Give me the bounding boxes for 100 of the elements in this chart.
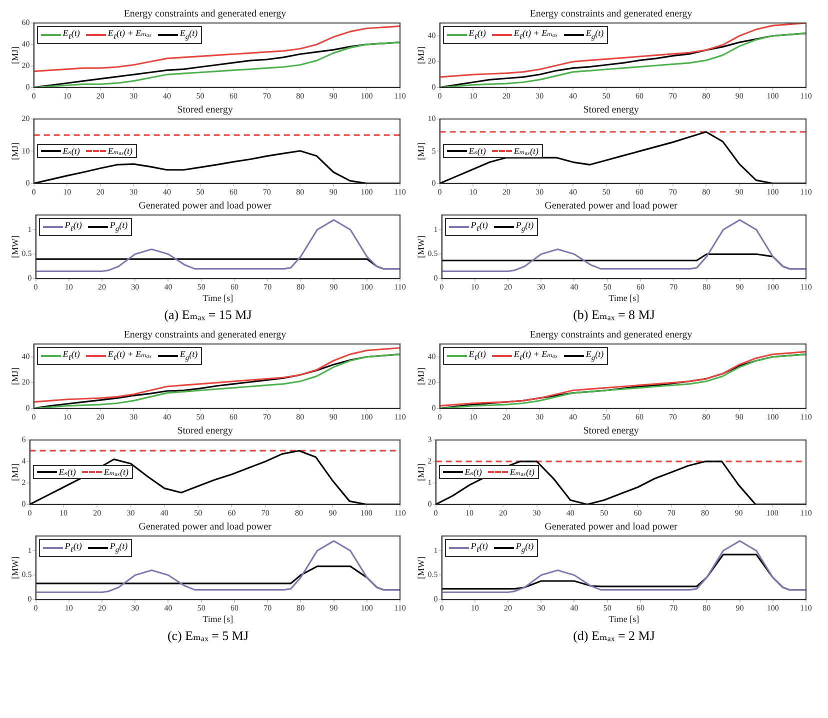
x-tick-label: 50 <box>197 603 206 612</box>
x-tick-label: 40 <box>160 508 168 518</box>
x-tick-label: 60 <box>636 282 644 292</box>
chart-title: Stored energy <box>583 104 639 116</box>
chart-title: Generated power and load power <box>544 200 678 212</box>
legend-label: E$_{ℓ}$(t) <box>468 27 486 43</box>
x-tick-label: 20 <box>96 187 104 196</box>
y-tick-label: 10 <box>428 114 436 124</box>
x-tick-label: 80 <box>296 603 305 612</box>
chart-title: Stored energy <box>177 426 233 437</box>
legend-label: E$_{ℓ}$(t) + Eₘₐₓ <box>514 27 558 43</box>
y-axis-title: [MW] <box>416 236 426 258</box>
y-tick-label: 1 <box>28 224 32 234</box>
x-tick-label: 70 <box>264 282 272 292</box>
x-tick-label: 30 <box>536 91 544 100</box>
y-tick-label: 2 <box>428 456 432 466</box>
x-tick-label: 70 <box>668 187 677 196</box>
x-tick-label: 60 <box>230 91 238 100</box>
legend-label: P$_{g}$(t) <box>110 219 128 235</box>
x-tick-label: 50 <box>600 508 608 518</box>
x-tick-label: 90 <box>736 282 744 292</box>
x-tick-label: 10 <box>63 91 72 100</box>
y-axis-title: [MJ] <box>416 367 426 385</box>
x-tick-label: 50 <box>602 412 610 422</box>
x-tick-label: 50 <box>602 187 610 196</box>
x-tick-label: 60 <box>230 282 238 292</box>
y-axis-title: [MJ] <box>10 367 20 385</box>
legend-label: Eₛ(t) <box>62 145 80 158</box>
y-axis-title: [MJ] <box>10 46 20 64</box>
y-axis-title: [MJ] <box>416 142 426 160</box>
x-tick-label: 10 <box>469 187 478 196</box>
legend-label: Eₘₐₓ(t) <box>510 466 535 478</box>
x-tick-label: 100 <box>766 412 779 422</box>
x-tick-label: 60 <box>230 412 238 422</box>
y-tick-label: 0.5 <box>22 249 32 258</box>
y-tick-label: 0.5 <box>22 570 32 580</box>
x-tick-label: 50 <box>196 412 204 422</box>
legend-label: E$_{g}$(t) <box>586 348 604 364</box>
x-tick-label: 20 <box>502 91 510 100</box>
x-tick-label: 90 <box>734 508 743 518</box>
x-tick-label: 70 <box>670 603 678 612</box>
y-tick-label: 40 <box>428 352 436 361</box>
x-tick-label: 110 <box>394 282 406 292</box>
x-tick-label: 40 <box>162 91 171 100</box>
x-tick-label: 20 <box>93 508 102 518</box>
y-tick-label: 0.5 <box>428 570 438 580</box>
y-tick-label: 20 <box>428 56 436 66</box>
x-tick-label: 100 <box>766 91 779 100</box>
x-tick-label: 70 <box>668 91 677 100</box>
x-tick-label: 40 <box>568 91 577 100</box>
x-tick-label: 70 <box>668 412 677 422</box>
x-tick-label: 80 <box>702 603 711 612</box>
x-tick-label: 30 <box>536 412 544 422</box>
y-tick-label: 0 <box>26 82 30 92</box>
x-tick-label: 10 <box>469 412 478 422</box>
chart-title: Stored energy <box>583 426 639 437</box>
x-tick-label: 100 <box>766 508 778 518</box>
legend-label: P$_{g}$(t) <box>516 219 534 235</box>
x-tick-label: 40 <box>566 508 574 518</box>
chart-title: Generated power and load power <box>138 522 272 533</box>
x-tick-label: 70 <box>667 508 676 518</box>
legend-label: E$_{g}$(t) <box>180 348 198 364</box>
y-axis-title: [MW] <box>416 556 426 580</box>
x-tick-label: 10 <box>59 508 68 518</box>
legend-label: P$_{g}$(t) <box>516 540 534 556</box>
legend-label: P$_{ℓ}$(t) <box>64 540 82 556</box>
x-tick-label: 40 <box>162 187 171 196</box>
x-tick-label: 10 <box>470 603 479 612</box>
x-tick-label: 100 <box>360 91 373 100</box>
x-tick-label: 50 <box>197 282 206 292</box>
x-tick-label: 60 <box>230 187 238 196</box>
y-tick-label: 0.5 <box>428 249 438 258</box>
x-tick-label: 60 <box>228 508 236 518</box>
y-tick-label: 6 <box>22 435 26 444</box>
x-tick-label: 90 <box>329 412 338 422</box>
x-tick-label: 80 <box>702 91 710 100</box>
y-tick-label: 0 <box>28 274 32 283</box>
y-tick-label: 20 <box>428 378 436 387</box>
legend-label: P$_{ℓ}$(t) <box>64 219 82 235</box>
x-tick-label: 20 <box>98 603 106 612</box>
x-tick-label: 10 <box>465 508 474 518</box>
y-tick-label: 0 <box>432 178 436 188</box>
legend-label: P$_{ℓ}$(t) <box>470 540 488 556</box>
chart-title: Energy constraints and generated energy <box>124 8 286 20</box>
legend-label: E$_{ℓ}$(t) + Eₘₐₓ <box>108 348 152 364</box>
x-tick-label: 70 <box>262 412 271 422</box>
x-tick-label: 40 <box>164 603 172 612</box>
x-tick-label: 80 <box>296 187 304 196</box>
x-tick-label: 80 <box>702 187 710 196</box>
x-tick-label: 50 <box>602 91 610 100</box>
x-tick-label: 90 <box>735 412 744 422</box>
x-tick-label: 90 <box>330 282 338 292</box>
x-tick-label: 30 <box>130 412 138 422</box>
y-tick-label: 3 <box>428 435 432 444</box>
x-tick-label: 30 <box>130 187 138 196</box>
chart-title: Energy constraints and generated energy <box>124 330 286 341</box>
x-tick-label: 10 <box>63 187 72 196</box>
x-tick-label: 60 <box>636 91 644 100</box>
x-tick-label: 40 <box>162 412 171 422</box>
x-tick-label: 70 <box>261 508 270 518</box>
